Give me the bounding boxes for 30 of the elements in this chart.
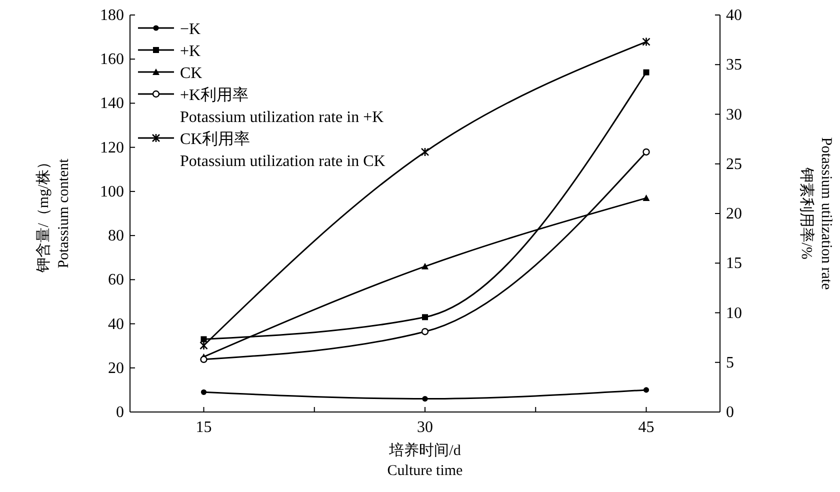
y2-axis-title: 钾素利用率/% Potassium utilization rate [798, 137, 834, 290]
y2-tick-label: 25 [726, 156, 742, 173]
y2-tick-label: 0 [726, 404, 734, 421]
legend-label: −K [180, 21, 202, 38]
y-tick-label: 140 [100, 95, 124, 112]
y-tick-label: 60 [108, 272, 124, 289]
y-tick-label: 80 [108, 228, 124, 245]
legend-label: CK利用率 Potassium utilization rate in CK [180, 130, 386, 170]
y2-tick-label: 35 [726, 56, 742, 74]
x-tick-label: 30 [417, 419, 433, 436]
y2-tick-label: 20 [726, 206, 742, 222]
legend-label: +K [180, 43, 202, 60]
y2-tick-label: 40 [726, 7, 742, 24]
y-tick-label: 40 [108, 316, 124, 333]
legend-label: CK [180, 65, 203, 82]
y-tick-label: 160 [100, 51, 124, 68]
y2-tick-label: 10 [726, 304, 742, 322]
x-axis-title: 培养时间/d Culture time [387, 442, 464, 479]
y2-tick-label: 15 [726, 255, 742, 272]
y-tick-label: 100 [100, 183, 124, 200]
y-axis-title: 钾含量/（mg/株） Potassium content [35, 154, 72, 274]
y-tick-label: 180 [100, 7, 124, 24]
legend-label: +K利用率 Potassium utilization rate in +K [180, 86, 384, 126]
y-tick-label: 120 [100, 139, 124, 156]
y-tick-label: 20 [108, 360, 124, 377]
y2-tick-label: 30 [726, 106, 742, 124]
x-tick-label: 45 [638, 419, 654, 436]
y-tick-label: 0 [116, 404, 124, 421]
x-tick-label: 15 [196, 419, 212, 436]
y2-tick-label: 5 [726, 354, 734, 372]
